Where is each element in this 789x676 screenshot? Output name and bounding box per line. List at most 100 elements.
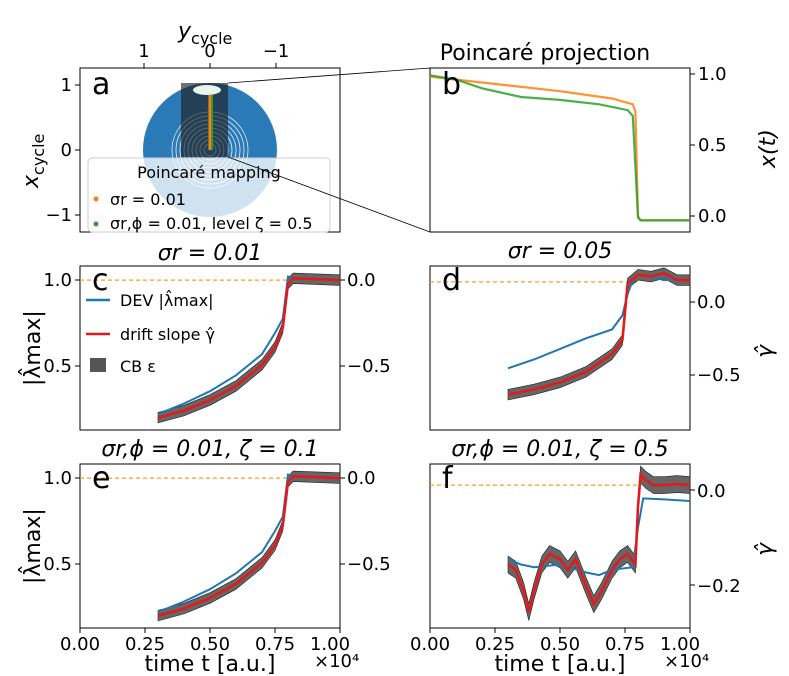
right-tick: 1.0 (698, 64, 727, 85)
panel-d-title: σr = 0.05 (508, 239, 612, 264)
panel-label: b (442, 67, 461, 102)
panel-label: c (92, 263, 109, 298)
right-tick: 0.0 (698, 206, 727, 227)
panel-b-series (429, 74, 690, 222)
legend-entry: σr = 0.01 (110, 190, 186, 209)
panel-e-title: σr,ϕ = 0.01, ζ = 0.1 (101, 437, 318, 462)
right-tick: −0.5 (697, 365, 741, 386)
panel-b: Poincaré projection 1.0 0.5 0.0 x(t) b (429, 41, 781, 233)
drift-line (507, 271, 690, 396)
left-tick: 1.0 (43, 270, 72, 291)
panel-f-xaxis: 0.00 0.25 0.50 0.75 1.00 time t [a.u.] ×… (410, 628, 709, 676)
right-tick: 0.0 (697, 481, 726, 502)
right-tick: 0.0 (697, 292, 726, 313)
right-axis-label: γ̂ (753, 542, 778, 556)
right-axis-label: x(t) (756, 129, 781, 169)
right-tick: 0.0 (347, 468, 376, 489)
drift-line (157, 474, 341, 617)
panel-d: σr = 0.05 0.0 −0.5 γ̂ d (429, 239, 778, 431)
right-tick: −0.5 (347, 554, 391, 575)
panel-b-frame (429, 67, 691, 233)
panel-c-right-axis: 0.0 −0.5 (340, 270, 391, 377)
legend-entry: DEV |λ̂max| (120, 290, 214, 310)
x-tick: 0.75 (605, 634, 645, 655)
panel-f-title: σr,ϕ = 0.01, ζ = 0.5 (451, 437, 668, 462)
panel-f: σr,ϕ = 0.01, ζ = 0.5 0.0 −0.2 γ̂ f 0.00 … (410, 437, 778, 676)
panel-c-series (80, 272, 341, 424)
panel-c-left-axis: 1.0 0.5 |λ̂max| (19, 270, 80, 386)
x-tick: 0.75 (255, 634, 295, 655)
left-tick: 1.0 (43, 468, 72, 489)
x-axis-label: time t [a.u.] (145, 652, 276, 676)
panel-c: σr = 0.01 1.0 0.5 |λ̂max| 0.0 −0.5 c DEV… (19, 241, 391, 431)
confidence-band (157, 272, 341, 424)
panel-d-right-axis: 0.0 −0.5 γ̂ (690, 292, 778, 386)
right-tick: 0.5 (698, 135, 727, 156)
left-tick: 0 (61, 140, 72, 161)
connector-line (227, 67, 431, 84)
dev-line (157, 473, 341, 614)
panel-e-xaxis: 0.00 0.25 0.50 0.75 1.00 time t [a.u.] ×… (60, 628, 359, 676)
series-line-orange (429, 75, 690, 222)
panel-a-left-axis: 1 0 −1 xcycle (19, 75, 80, 226)
right-axis-label: γ̂ (753, 344, 778, 358)
panel-e-right-axis: 0.0 −0.5 (340, 468, 391, 575)
legend-entry: σr,ϕ = 0.01, level ζ = 0.5 (110, 214, 313, 233)
dev-line (507, 273, 690, 370)
panel-label: e (92, 461, 110, 496)
dev-line (507, 497, 691, 577)
connector-line (227, 156, 431, 233)
panel-c-legend: DEV |λ̂max| drift slope γ̂ CB ε (86, 290, 215, 376)
right-tick: 0.0 (347, 270, 376, 291)
panel-d-series (430, 267, 691, 401)
top-tick: 1 (138, 41, 149, 62)
panel-a: 1 0 −1 ycycle 1 0 −1 xcycle a Poincaré m… (19, 19, 431, 233)
panel-c-frame (79, 265, 341, 431)
legend-entry: drift slope γ̂ (120, 325, 215, 344)
left-tick: 1 (61, 75, 72, 96)
x-tick: 0.00 (410, 634, 450, 655)
legend-marker-green (93, 221, 99, 227)
panel-e: σr,ϕ = 0.01, ζ = 0.1 1.0 0.5 |λ̂max| 0.0… (19, 437, 391, 676)
panel-e-series (80, 470, 341, 622)
x-tick: 0.25 (475, 634, 515, 655)
top-axis-label: ycycle (177, 19, 232, 48)
panel-f-series (430, 465, 691, 621)
x-tick: 0.50 (190, 634, 230, 655)
legend-marker-orange (93, 196, 99, 202)
x-axis-label: time t [a.u.] (495, 652, 626, 676)
left-axis-label: |λ̂max| (19, 508, 46, 584)
x-axis-multiplier: ×10⁴ (314, 651, 359, 672)
right-tick: −0.2 (697, 576, 741, 597)
panel-c-title: σr = 0.01 (158, 241, 262, 266)
panel-e-left-axis: 1.0 0.5 |λ̂max| (19, 468, 80, 584)
x-tick: 1.00 (660, 634, 700, 655)
x-tick: 0.00 (60, 634, 100, 655)
top-tick: −1 (263, 41, 290, 62)
panel-f-right-axis: 0.0 −0.2 γ̂ (690, 481, 778, 597)
legend-title: Poincaré mapping (137, 163, 281, 182)
panel-label: a (92, 67, 110, 102)
projection-window (181, 83, 228, 157)
trace-head (193, 85, 221, 95)
x-tick: 0.25 (125, 634, 165, 655)
panel-a-top-axis: 1 0 −1 ycycle (138, 19, 289, 68)
legend-entry: CB ε (120, 357, 156, 376)
legend-swatch-band (90, 358, 106, 372)
left-tick: −1 (45, 205, 72, 226)
x-axis-multiplier: ×10⁴ (664, 651, 709, 672)
panel-label: f (442, 461, 454, 496)
panel-label: d (442, 263, 461, 298)
right-tick: −0.5 (347, 356, 391, 377)
x-tick: 1.00 (310, 634, 350, 655)
left-axis-label: |λ̂max| (19, 310, 46, 386)
panel-b-title: Poincaré projection (440, 41, 651, 66)
left-tick: 0.5 (43, 356, 72, 377)
top-tick: 0 (204, 41, 215, 62)
drift-line (157, 276, 341, 419)
dev-line (157, 275, 341, 416)
confidence-band (157, 470, 341, 622)
x-tick: 0.50 (540, 634, 580, 655)
series-line-green (429, 74, 690, 222)
